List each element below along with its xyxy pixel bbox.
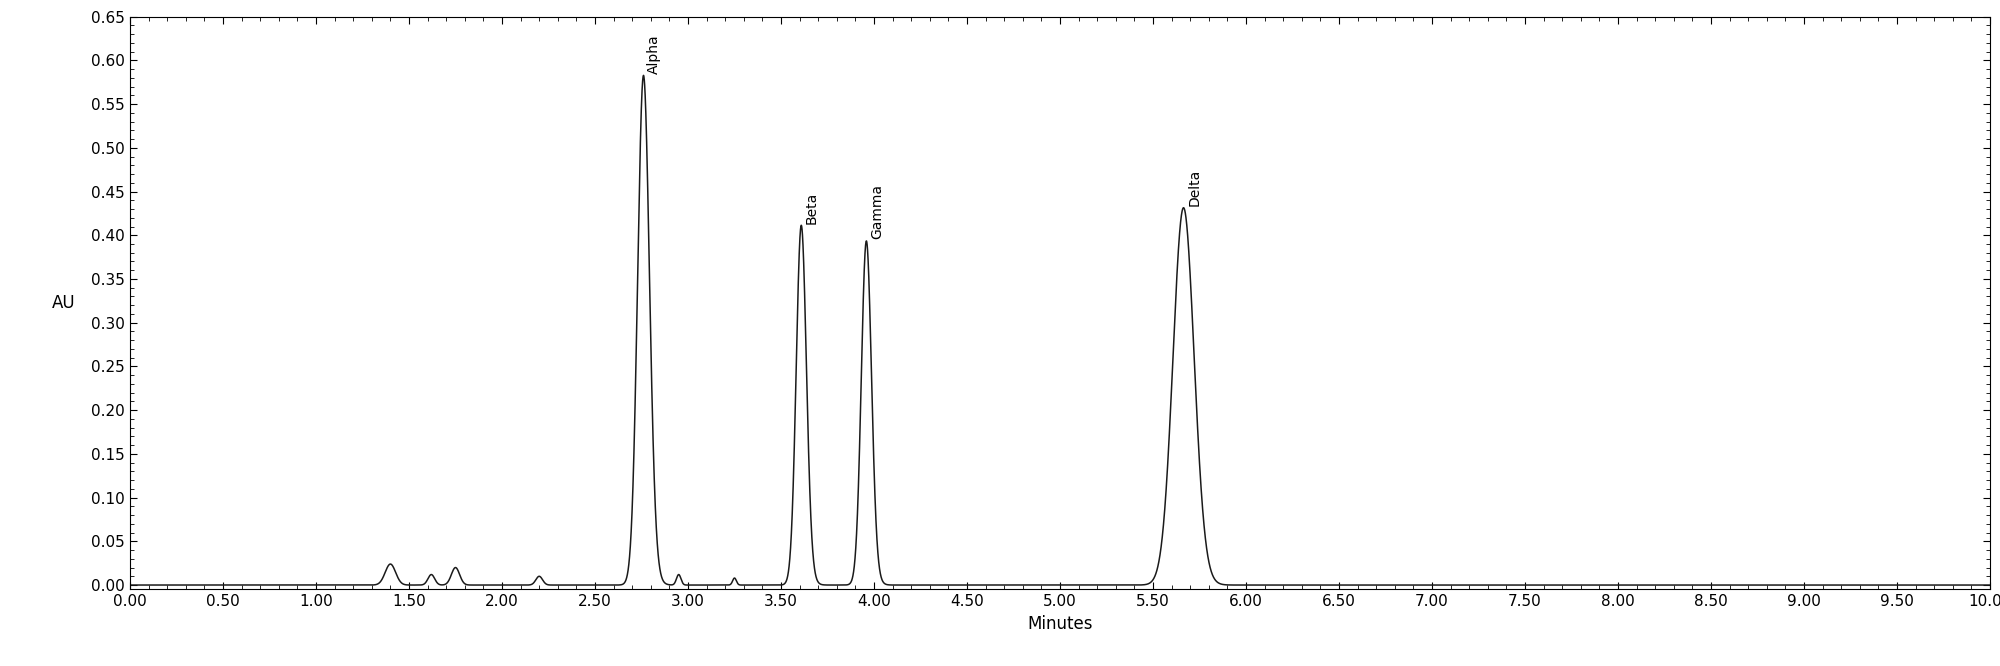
- Text: Gamma: Gamma: [870, 184, 884, 239]
- Text: Beta: Beta: [806, 191, 820, 224]
- Text: Alpha: Alpha: [648, 34, 662, 74]
- Y-axis label: AU: AU: [52, 294, 76, 312]
- X-axis label: Minutes: Minutes: [1028, 615, 1092, 633]
- Text: Delta: Delta: [1188, 168, 1202, 206]
